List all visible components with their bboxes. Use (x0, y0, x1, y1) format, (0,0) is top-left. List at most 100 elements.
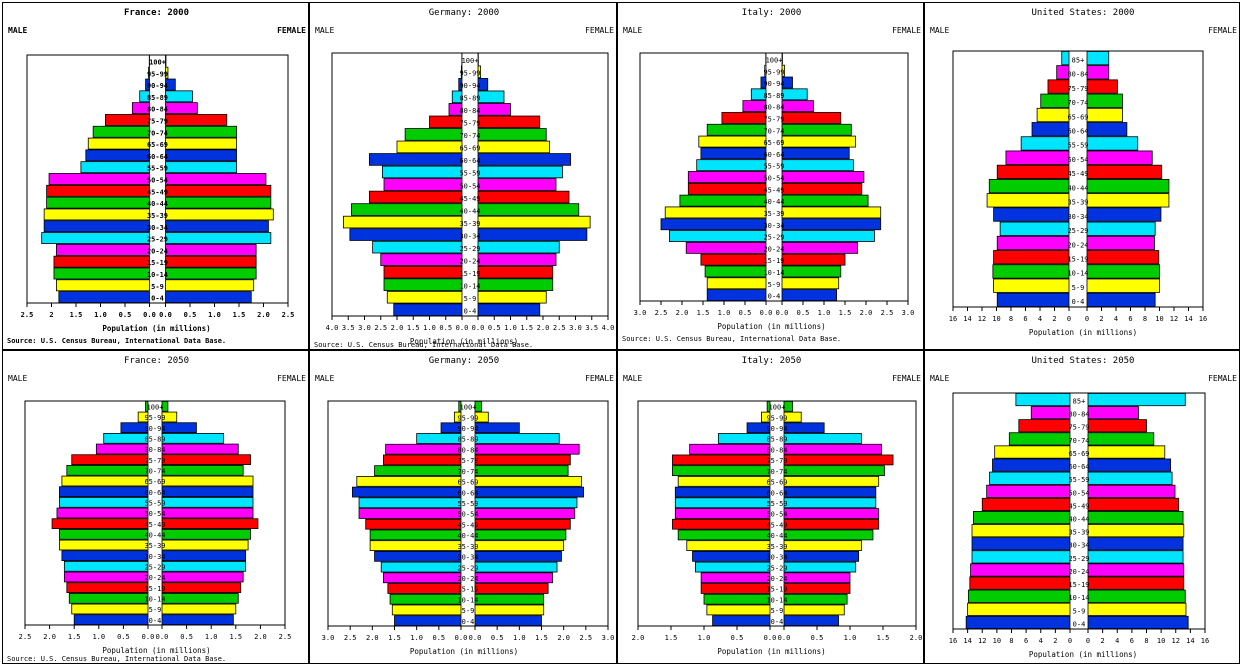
male-bar-20-24 (56, 243, 150, 256)
female-bar-40-44 (1087, 510, 1184, 525)
female-bar-80-84 (477, 103, 511, 116)
female-bar-10-14 (1086, 264, 1160, 279)
male-bar-35-39 (369, 540, 462, 552)
female-bar-50-54 (783, 508, 880, 519)
female-bar-90-94 (477, 78, 489, 91)
x-tick-label: 1.0 (513, 634, 526, 642)
female-bar-80-84 (1086, 65, 1110, 80)
age-label-70-74: 70-74 (1068, 437, 1089, 445)
age-label-55-59: 55-59 (144, 500, 165, 508)
male-bar-75-79 (429, 115, 463, 129)
male-bar-80-84 (1056, 65, 1070, 80)
x-tick-label: 0.0 (778, 634, 791, 642)
age-label-85+: 85+ (1073, 397, 1086, 405)
x-tick-label: 0.0 (764, 634, 777, 642)
male-bar-0-4 (996, 292, 1070, 307)
female-bar-60-64 (161, 486, 254, 498)
age-label-55-59: 55-59 (147, 165, 168, 173)
x-tick-label: 14 (1184, 315, 1192, 323)
age-label-65-69: 65-69 (144, 478, 165, 486)
age-label-40-44: 40-44 (457, 532, 478, 540)
x-tick-label: 3.0 (358, 324, 371, 332)
age-label-10-14: 10-14 (144, 596, 165, 604)
female-bar-20-24 (474, 572, 553, 584)
female-bar-30-34 (165, 220, 269, 233)
x-tick-label: 3.0 (602, 634, 615, 642)
female-bar-45-49 (477, 190, 570, 204)
male-bar-40-44 (988, 178, 1070, 194)
female-bar-70-74 (783, 465, 885, 477)
male-bar-85-89 (717, 433, 771, 444)
female-bar-85-89 (783, 433, 862, 444)
x-tick-label: 4 (1038, 315, 1042, 323)
male-bar-80-84 (742, 100, 767, 113)
age-label-70-74: 70-74 (459, 132, 480, 140)
x-tick-label: 6 (1130, 637, 1134, 645)
female-bar-15-19 (1087, 576, 1185, 590)
plot-frame (331, 52, 609, 317)
age-label-25-29: 25-29 (763, 234, 784, 242)
female-bar-65-69 (781, 135, 856, 148)
chart-germany-2000: Germany: 2000 MALE FEMALE 0-4 5-9 10-14 15-19 2… (314, 8, 615, 349)
female-bar-0-4 (161, 614, 234, 626)
male-bar-25-29 (669, 230, 767, 242)
female-bar-70-74 (1087, 432, 1155, 446)
male-bar-85-89 (416, 433, 462, 444)
age-label-35-39: 35-39 (147, 212, 168, 220)
x-tick-label: 4.0 (602, 324, 615, 332)
male-bar-50-54 (687, 171, 767, 183)
female-bar-65-69 (165, 137, 237, 150)
male-bar-50-54 (383, 178, 463, 191)
male-bar-100+ (458, 401, 462, 412)
age-label-20-24: 20-24 (1067, 241, 1088, 249)
x-tick-label: 0.5 (797, 309, 810, 317)
x-tick-label: 2.0 (676, 309, 689, 317)
female-bar-50-54 (1086, 150, 1153, 165)
x-tick-label: 3.0 (569, 324, 582, 332)
female-label: FEMALE (1208, 26, 1237, 35)
female-bar-65-69 (161, 475, 254, 487)
age-label-25-29: 25-29 (147, 236, 168, 244)
male-bar-100+ (145, 401, 149, 412)
female-bar-45-49 (161, 518, 259, 530)
female-bar-0-4 (165, 291, 252, 304)
x-tick-label: 1.0 (410, 634, 423, 642)
female-bar-0-4 (477, 303, 541, 316)
female-bar-45-49 (1086, 164, 1163, 180)
x-tick-label: 1.0 (94, 311, 107, 319)
x-tick-label: 2.0 (43, 633, 56, 641)
male-bar-95-99 (460, 65, 463, 79)
female-bar-40-44 (165, 196, 272, 209)
male-bar-0-4 (712, 615, 771, 626)
male-bar-85+ (1061, 51, 1070, 66)
male-bar-10-14 (992, 264, 1070, 279)
male-bar-80-84 (385, 443, 462, 455)
female-bar-45-49 (474, 518, 571, 530)
female-bar-85+ (1086, 51, 1110, 66)
x-tick-label: 2.5 (282, 311, 295, 319)
age-label-95-99: 95-99 (457, 414, 478, 422)
female-bar-30-34 (783, 550, 860, 562)
male-bar-40-44 (677, 529, 771, 541)
female-bar-35-39 (165, 208, 274, 221)
male-bar-65-69 (1036, 107, 1070, 123)
female-bar-25-29 (783, 561, 857, 573)
female-bar-35-39 (783, 540, 862, 552)
female-bar-25-29 (165, 232, 272, 244)
male-bar-10-14 (389, 593, 462, 605)
age-label-30-34: 30-34 (763, 222, 784, 230)
female-bar-40-44 (161, 528, 251, 540)
age-label-20-24: 20-24 (459, 257, 480, 265)
chart-panel-france-2050: France: 2050 MALE FEMALE 0-4 5-9 10-14 15-19 20… (2, 350, 309, 664)
age-label-30-34: 30-34 (1068, 542, 1089, 550)
age-label-30-34: 30-34 (144, 553, 165, 561)
female-bar-70-74 (474, 465, 569, 477)
age-label-10-14: 10-14 (1067, 270, 1088, 278)
female-bar-25-29 (474, 561, 558, 573)
x-tick-label: 2.0 (254, 633, 267, 641)
male-bar-75-79 (383, 454, 462, 466)
female-bar-95-99 (161, 411, 178, 423)
x-tick-label: 2.5 (374, 324, 387, 332)
male-bar-45-49 (365, 518, 462, 530)
female-bar-75-79 (781, 112, 842, 124)
